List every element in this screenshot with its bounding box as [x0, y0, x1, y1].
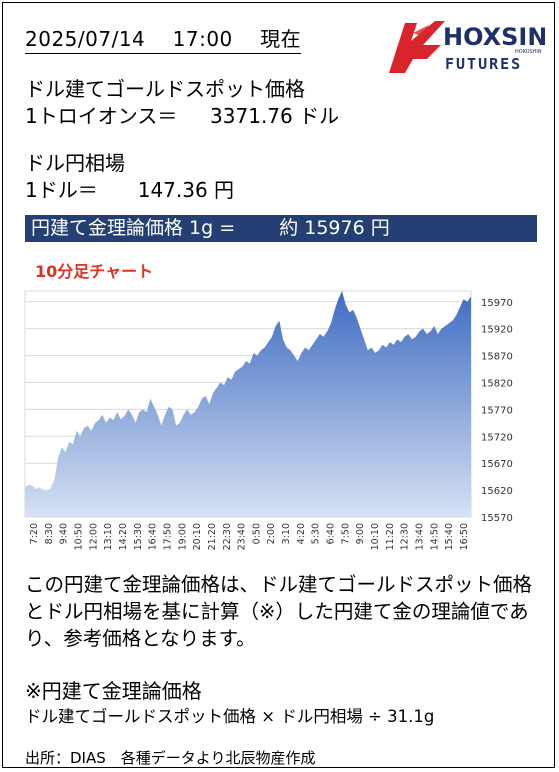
y-tick-label: 15670 — [481, 459, 513, 470]
y-tick-label: 15570 — [481, 513, 513, 524]
x-tick-label: 16:50 — [459, 523, 470, 550]
gold-title: ドル建てゴールドスポット価格 — [25, 77, 305, 101]
x-tick-label: 9:00 — [355, 523, 366, 544]
x-tick-label: 23:40 — [237, 523, 248, 550]
x-tick-label: 10:50 — [74, 523, 85, 550]
x-tick-label: 12:30 — [400, 523, 411, 550]
x-tick-label: 13:10 — [103, 523, 114, 550]
fx-title: ドル円相場 — [25, 151, 125, 175]
y-tick-label: 15970 — [481, 298, 513, 309]
x-tick-label: 22:30 — [222, 523, 233, 550]
fx-rate: 1ドル＝ 147.36 円 — [25, 178, 235, 202]
x-tick-label: 15:40 — [444, 523, 455, 550]
x-tick-label: 16:40 — [148, 523, 159, 550]
logo-sub-text: FUTURES — [445, 55, 522, 73]
y-tick-label: 15870 — [481, 352, 513, 363]
theoretical-price-banner: 円建て金理論価格 1g = 約 15976 円 — [25, 215, 537, 242]
logo-small-text: HOKUSHIN — [515, 49, 542, 55]
x-tick-label: 9:40 — [59, 523, 70, 544]
chart-title: 10分足チャート — [35, 262, 154, 281]
source-text: 出所：DIAS 各種データより北辰物産作成 — [25, 749, 316, 767]
explanation-paragraph: この円建て金理論価格は、ドル建てゴールドスポット価格とドル円相場を基に計算（※）… — [25, 573, 533, 650]
datetime-label: 2025/07/14 17:00 現在 — [25, 23, 302, 54]
x-tick-label: 11:20 — [385, 523, 396, 550]
y-tick-label: 15720 — [481, 432, 513, 443]
x-tick-label: 12:00 — [88, 523, 99, 550]
x-tick-label: 15:30 — [133, 523, 144, 550]
x-tick-label: 19:00 — [177, 523, 188, 550]
x-tick-label: 3:10 — [281, 523, 292, 544]
x-tick-label: 14:20 — [118, 523, 129, 550]
y-tick-label: 15770 — [481, 405, 513, 416]
x-tick-label: 6:40 — [326, 523, 337, 544]
x-tick-label: 7:50 — [340, 523, 351, 544]
formula-text: ドル建てゴールドスポット価格 × ドル円相場 ÷ 31.1g — [25, 707, 435, 726]
x-tick-label: 4:20 — [296, 523, 307, 544]
hoxsin-logo: HOXSIN HOKUSHIN FUTURES — [389, 21, 545, 73]
x-tick-label: 10:10 — [370, 523, 381, 550]
x-tick-label: 7:20 — [29, 523, 40, 544]
logo-text: HOXSIN — [443, 23, 545, 51]
x-tick-label: 17:50 — [162, 523, 173, 550]
y-tick-label: 15820 — [481, 378, 513, 389]
x-tick-label: 0:50 — [251, 523, 262, 544]
y-tick-label: 15620 — [481, 486, 513, 497]
x-tick-label: 2:00 — [266, 523, 277, 544]
x-tick-label: 21:20 — [207, 523, 218, 550]
x-tick-label: 14:50 — [429, 523, 440, 550]
x-tick-label: 13:40 — [415, 523, 426, 550]
price-area-series — [25, 291, 471, 517]
y-tick-label: 15920 — [481, 325, 513, 336]
note-title: ※円建て金理論価格 — [25, 679, 202, 703]
x-tick-label: 20:10 — [192, 523, 203, 550]
price-chart: 15570 15620 15670 15720 15770 15820 15870 15920… — [24, 290, 513, 550]
x-tick-label: 5:30 — [311, 523, 322, 544]
gold-price: 1トロイオンス＝ 3371.76 ドル — [25, 104, 340, 128]
x-tick-label: 8:30 — [44, 523, 55, 544]
